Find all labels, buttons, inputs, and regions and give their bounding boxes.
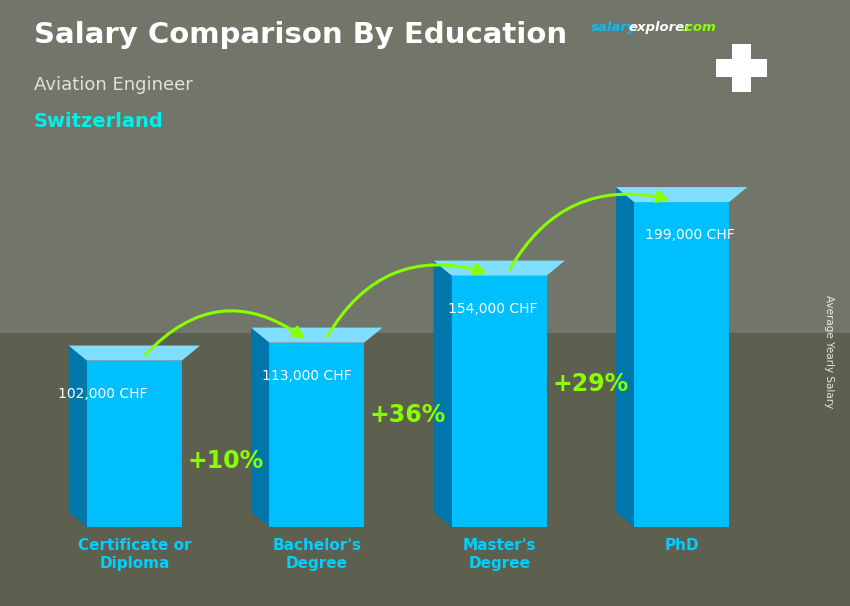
Polygon shape [269, 342, 364, 527]
Polygon shape [69, 345, 200, 361]
Text: +36%: +36% [370, 402, 446, 427]
Text: 154,000 CHF: 154,000 CHF [448, 302, 538, 316]
Polygon shape [634, 202, 729, 527]
Text: +10%: +10% [188, 450, 264, 473]
Text: salary: salary [591, 21, 637, 34]
Polygon shape [87, 361, 182, 527]
Bar [0, 333, 850, 606]
Text: Switzerland: Switzerland [34, 112, 164, 131]
Bar [0, 0, 850, 333]
Polygon shape [69, 345, 87, 527]
Text: Salary Comparison By Education: Salary Comparison By Education [34, 21, 567, 49]
Polygon shape [434, 261, 565, 276]
Text: Aviation Engineer: Aviation Engineer [34, 76, 193, 94]
Polygon shape [716, 44, 768, 93]
Text: 199,000 CHF: 199,000 CHF [645, 228, 735, 242]
Polygon shape [434, 261, 452, 527]
Polygon shape [616, 187, 634, 527]
Text: 113,000 CHF: 113,000 CHF [262, 369, 352, 383]
Text: Average Yearly Salary: Average Yearly Salary [824, 295, 834, 408]
Text: explorer: explorer [629, 21, 692, 34]
Text: .com: .com [680, 21, 716, 34]
Polygon shape [251, 328, 269, 527]
Text: +29%: +29% [552, 373, 628, 396]
Polygon shape [251, 328, 382, 342]
Text: 102,000 CHF: 102,000 CHF [58, 387, 147, 401]
Polygon shape [452, 276, 547, 527]
Polygon shape [616, 187, 747, 202]
